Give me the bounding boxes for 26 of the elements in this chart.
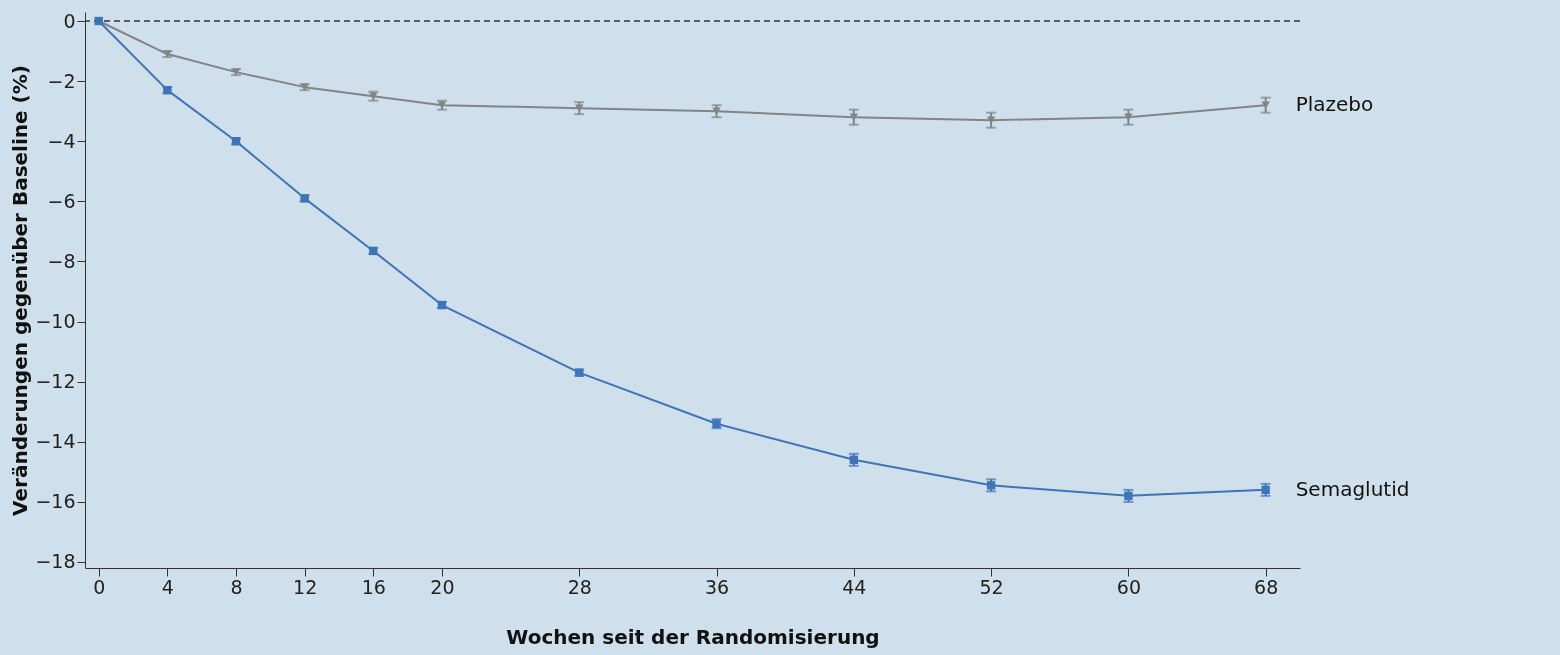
x-tick-label: 28 bbox=[567, 575, 592, 598]
y-tick-label: −12 bbox=[35, 370, 76, 393]
y-tick-label: −16 bbox=[35, 490, 76, 513]
x-tick-label: 60 bbox=[1116, 575, 1141, 598]
x-tick-label: 36 bbox=[704, 575, 730, 598]
x-tick-label: 20 bbox=[430, 575, 455, 598]
x-tick-label: 44 bbox=[842, 575, 867, 598]
x-tick-label: 0 bbox=[93, 575, 106, 598]
y-tick-label: −10 bbox=[35, 310, 76, 333]
y-tick-label: −6 bbox=[47, 189, 76, 212]
x-tick-label: 4 bbox=[161, 575, 174, 598]
x-axis-title: Wochen seit der Randomisierung bbox=[506, 624, 880, 649]
series-label: Semaglutid bbox=[1295, 476, 1410, 501]
y-tick-label: 0 bbox=[63, 9, 76, 32]
x-tick-label: 16 bbox=[361, 575, 386, 598]
x-tick-label: 68 bbox=[1254, 575, 1279, 598]
series-label: Plazebo bbox=[1295, 92, 1374, 117]
y-axis-title: Veränderungen gegenüber Baseline (%) bbox=[8, 65, 33, 516]
y-tick-label: −8 bbox=[47, 249, 76, 272]
y-tick-label: −4 bbox=[47, 129, 76, 152]
x-tick-label: 8 bbox=[230, 575, 243, 598]
y-tick-label: −14 bbox=[35, 430, 76, 453]
y-tick-label: −18 bbox=[35, 550, 76, 573]
x-tick-label: 52 bbox=[979, 575, 1004, 598]
y-tick-label: −2 bbox=[47, 69, 76, 92]
x-tick-label: 12 bbox=[293, 575, 318, 598]
